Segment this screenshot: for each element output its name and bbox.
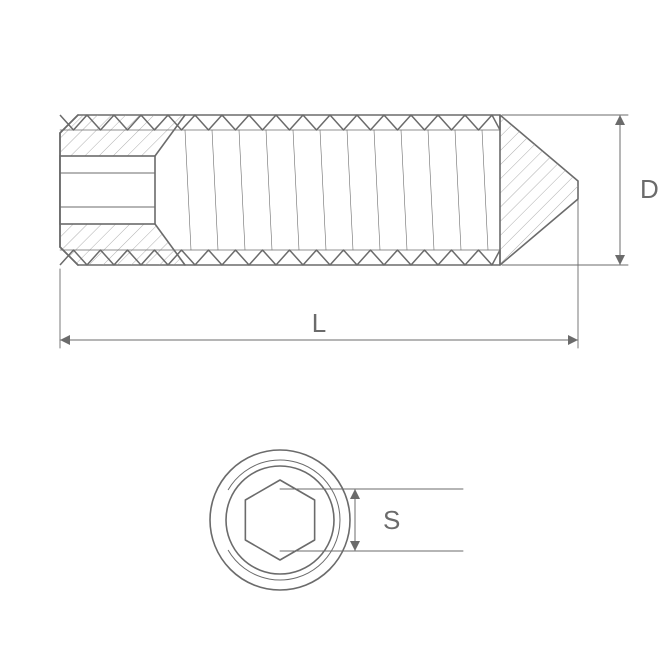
svg-text:L: L bbox=[312, 308, 326, 338]
svg-text:S: S bbox=[383, 505, 400, 535]
diagram-canvas: L D S bbox=[0, 0, 670, 670]
technical-drawing-svg: L D S bbox=[0, 0, 670, 670]
svg-text:D: D bbox=[640, 174, 659, 204]
end-view bbox=[210, 450, 350, 590]
side-view bbox=[60, 115, 578, 265]
